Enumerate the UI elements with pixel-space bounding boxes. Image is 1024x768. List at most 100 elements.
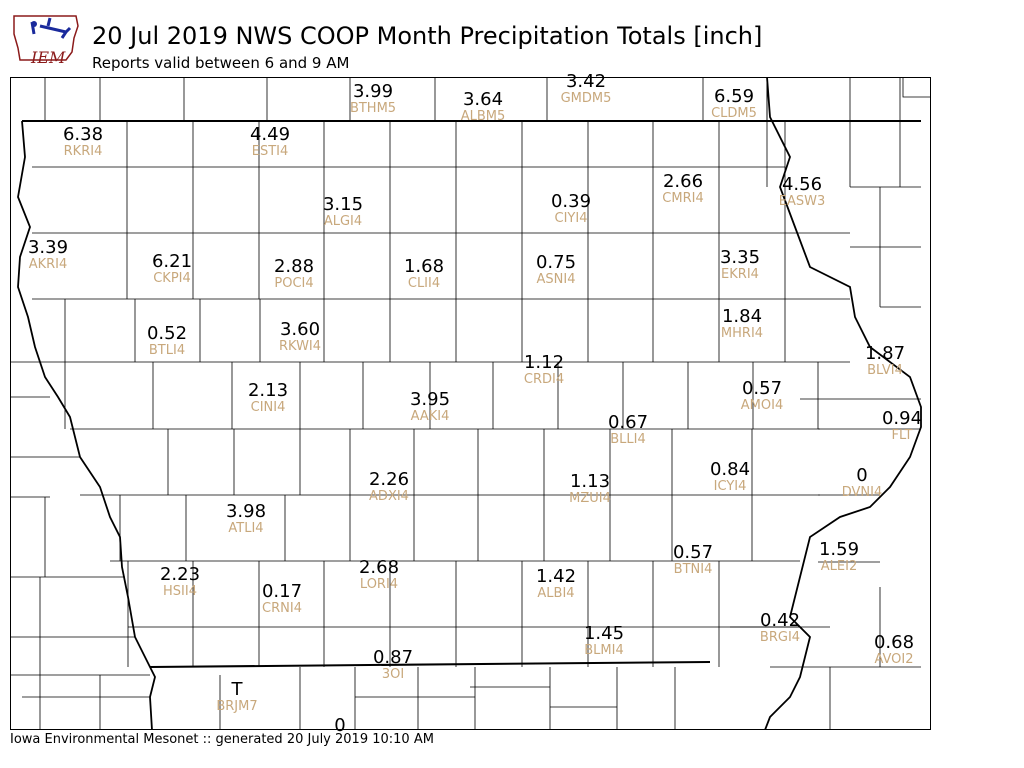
station-plot: 3.42 GMDM5 [561,72,612,106]
station-id: CLII4 [407,276,441,291]
station-id: GMDM5 [560,91,612,106]
station-plot: 2.68 LORI4 [359,558,399,592]
station-id: BLVI4 [867,363,903,378]
station-precip-value: 4.56 [781,174,823,195]
station-id: BTNI4 [673,562,713,577]
station-id: RKRI4 [63,144,103,159]
logo-text: IEM [31,48,66,67]
station-id: BRGI4 [759,630,801,645]
station-id: ADXI4 [369,489,409,504]
station-plot: 0.75 ASNI4 [536,253,576,287]
station-precip-value: 3.95 [409,389,451,410]
station-plot: 4.49 ESTI4 [250,125,290,159]
station-id: BLMI4 [584,643,624,658]
station-plot: 0.39 CIYI4 [551,192,591,226]
station-plot: 1.84 MHRI4 [721,307,763,341]
station-precip-value: 1.84 [721,306,763,327]
station-id: ALBM5 [460,109,506,124]
station-plot: 1.59 ALEI2 [819,540,859,574]
station-precip-value: 0.42 [759,610,801,631]
station-precip-value: 0.57 [672,542,714,563]
station-id: LORI4 [359,577,399,592]
station-plot: 3.35 EKRI4 [720,248,760,282]
station-id: MHRI4 [720,326,764,341]
station-plot: 1.13 MZUI4 [569,472,611,506]
station-plot: 2.23 HSII4 [160,565,200,599]
station-plot: 2.13 CINI4 [248,381,288,415]
station-precip-value: 3.42 [565,71,607,92]
station-precip-value: 1.68 [403,256,445,277]
station-id: POCI4 [274,276,314,291]
station-id: CINI4 [250,400,286,415]
station-precip-value: 2.88 [273,256,315,277]
station-precip-value: 0 [856,465,868,486]
station-precip-value: 2.23 [159,564,201,585]
footer-credit: Iowa Environmental Mesonet :: generated … [10,732,434,747]
map-title: 20 Jul 2019 NWS COOP Month Precipitation… [92,22,763,50]
station-plot: 0.87 3OI [373,648,413,682]
station-precip-value: 3.99 [352,81,394,102]
station-precip-value: 0.68 [873,632,915,653]
station-id: EASW3 [778,194,826,209]
station-id: ALBI4 [537,586,575,601]
station-precip-value: 2.26 [368,469,410,490]
station-plot: 3.64 ALBM5 [461,90,506,124]
map-subtitle: Reports valid between 6 and 9 AM [92,54,350,72]
station-plot: 0.17 CRNI4 [262,582,302,616]
station-id: BLLI4 [610,432,646,447]
station-precip-value: 0.87 [372,647,414,668]
station-precip-value: 4.49 [249,124,291,145]
station-plot: 3.99 BTHM5 [350,82,396,116]
station-plot: 0.42 BRGI4 [760,611,800,645]
station-precip-value: 0.75 [535,252,577,273]
station-plot: 0.52 BTLI4 [147,324,187,358]
iowa-outline-logo-icon [13,15,79,61]
station-precip-value: 1.12 [523,352,565,373]
station-precip-value: 0.52 [146,323,188,344]
station-plot: 1.87 BLVI4 [865,344,905,378]
station-id: CLDM5 [711,106,757,121]
station-plot: 1.45 BLMI4 [584,624,624,658]
station-precip-value: 1.87 [864,343,906,364]
station-precip-value: T [231,679,243,700]
station-id: AKRI4 [28,257,68,272]
station-id: 3OI [381,667,405,682]
station-plot: T BRJM7 [216,680,257,714]
station-precip-value: 0.84 [709,459,751,480]
station-id: AVOI2 [874,652,914,667]
station-id: CIYI4 [554,211,588,226]
station-precip-value: 1.59 [818,539,860,560]
station-id: BTLI4 [148,343,186,358]
station-precip-value: 1.42 [535,566,577,587]
station-precip-value: 0.94 [881,408,923,429]
station-id: BRJM7 [216,699,258,714]
station-precip-value: 0.17 [261,581,303,602]
station-id: ALEI2 [820,559,858,574]
station-precip-value: 0 [334,715,346,736]
station-plot: 0.94 FLT [882,409,922,443]
station-id: ATLI4 [228,521,264,536]
station-plot: 0.57 AMOI4 [741,379,783,413]
station-plot: 1.42 ALBI4 [536,567,576,601]
station-precip-value: 2.13 [247,380,289,401]
station-plot: 2.88 POCI4 [274,257,314,291]
station-id: DVNI4 [841,485,883,500]
station-plot: 1.68 CLII4 [404,257,444,291]
station-precip-value: 0.57 [741,378,783,399]
station-precip-value: 2.68 [358,557,400,578]
station-precip-value: 6.38 [62,124,104,145]
station-plot: 0.84 ICYI4 [710,460,750,494]
station-plot: 6.38 RKRI4 [63,125,103,159]
station-plot: 3.15 ALGI4 [323,195,363,229]
station-id: ESTI4 [251,144,289,159]
station-plot: 3.95 AAKI4 [410,390,450,424]
station-id: CRDI4 [523,372,565,387]
station-precip-value: 1.45 [583,623,625,644]
station-plot: 3.98 ATLI4 [226,502,266,536]
station-precip-value: 0.39 [550,191,592,212]
station-id: CMRI4 [662,191,704,206]
station-plot: 3.39 AKRI4 [28,238,68,272]
station-plot: 1.12 CRDI4 [524,353,564,387]
station-plot: 2.66 CMRI4 [662,172,703,206]
station-id: BTHM5 [349,101,397,116]
